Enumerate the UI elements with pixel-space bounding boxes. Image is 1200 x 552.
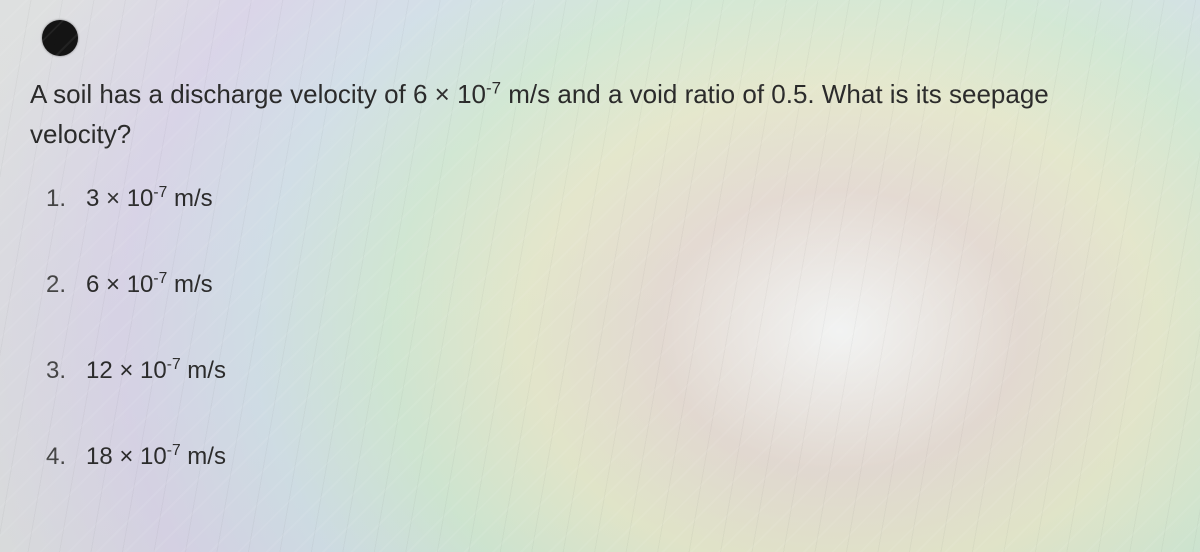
option-value: 3 × 10-7 m/s [86, 185, 213, 213]
option-number: 3. [46, 357, 72, 385]
question-bullet [42, 20, 78, 56]
option-2[interactable]: 2. 6 × 10-7 m/s [46, 271, 1172, 299]
option-1[interactable]: 1. 3 × 10-7 m/s [46, 185, 1172, 213]
question-text: A soil has a discharge velocity of 6 × 1… [30, 74, 1090, 155]
option-4[interactable]: 4. 18 × 10-7 m/s [46, 443, 1172, 471]
worksheet-page: A soil has a discharge velocity of 6 × 1… [0, 0, 1200, 552]
option-value: 6 × 10-7 m/s [86, 271, 213, 299]
option-number: 2. [46, 271, 72, 299]
options-list: 1. 3 × 10-7 m/s 2. 6 × 10-7 m/s 3. 12 × … [46, 185, 1172, 471]
option-number: 1. [46, 185, 72, 213]
question-exponent: -7 [486, 78, 501, 97]
option-value: 12 × 10-7 m/s [86, 357, 226, 385]
question-prefix: A soil has a discharge velocity of 6 × 1… [30, 79, 486, 109]
option-3[interactable]: 3. 12 × 10-7 m/s [46, 357, 1172, 385]
option-value: 18 × 10-7 m/s [86, 443, 226, 471]
option-number: 4. [46, 443, 72, 471]
